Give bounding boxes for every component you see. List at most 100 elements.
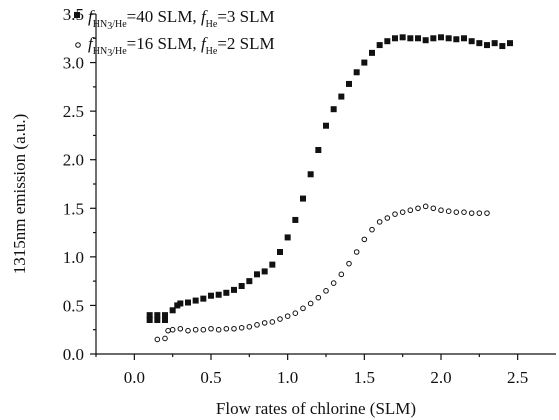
data-point-circle [445, 208, 452, 214]
y-tick-label: 3.5 [63, 5, 84, 24]
data-point-circle [399, 209, 406, 215]
data-point-circle [192, 326, 199, 333]
data-point-square [330, 106, 337, 113]
data-point-square [399, 34, 406, 41]
data-point-circle [484, 210, 490, 216]
data-point-circle [223, 325, 230, 332]
data-point-circle [438, 207, 444, 214]
data-point-circle [361, 236, 368, 243]
data-point-square [185, 299, 191, 306]
data-point-square [361, 59, 368, 66]
data-point-circle [338, 271, 345, 278]
data-point-circle [300, 305, 306, 312]
x-tick-label: 2.5 [507, 368, 528, 387]
x-tick-label: 2.0 [430, 368, 451, 387]
data-point-square [346, 80, 352, 87]
data-point-square [277, 249, 283, 255]
data-point-circle [165, 327, 171, 334]
data-point-circle [269, 319, 276, 325]
data-point-circle [330, 280, 337, 286]
data-point-circle [154, 336, 161, 343]
axes: 0.0 0.5 1.0 1.5 2.0 2.5 0.0 0.5 1.0 1.5 2.0 2.5 3.0 3… [10, 5, 556, 418]
data-point-circle [261, 320, 268, 326]
x-axis-title: Flow rates of chlorine (SLM) [216, 399, 416, 418]
data-point-square [468, 38, 475, 45]
data-point-circle [376, 219, 383, 225]
data-point-square [315, 147, 322, 153]
data-point-square [323, 122, 329, 129]
data-point-circle [284, 313, 291, 319]
x-tick-label: 1.5 [354, 368, 375, 387]
data-point-circle [177, 325, 184, 332]
data-point-square [284, 234, 291, 241]
legend-label-2: fHN3/He=16 SLM, fHe=2 SLM [88, 34, 275, 59]
data-point-square [192, 297, 199, 304]
data-point-square [484, 42, 490, 49]
y-tick-label: 1.0 [63, 248, 84, 267]
data-point-circle [185, 327, 191, 334]
data-point-circle [246, 324, 253, 330]
data-point-square [307, 171, 314, 178]
data-point-square [461, 35, 467, 42]
data-point-square [261, 268, 268, 275]
data-point-circle [453, 209, 460, 215]
data-point-circle [461, 209, 467, 215]
data-point-square [507, 40, 513, 47]
x-tick-label: 1.0 [277, 368, 298, 387]
data-point-square [338, 93, 345, 100]
data-point-square [162, 317, 168, 323]
data-point-circle [468, 210, 475, 216]
data-point-square [415, 35, 421, 42]
data-point-circle [353, 249, 360, 255]
data-point-square [223, 289, 230, 296]
data-point-circle [346, 260, 352, 267]
data-point-square [445, 35, 452, 42]
data-point-circle [292, 310, 299, 317]
data-point-circle [392, 211, 398, 217]
data-point-square [269, 261, 276, 268]
data-point-square [430, 35, 437, 42]
series-1 [146, 34, 513, 323]
data-point-circle [430, 205, 437, 212]
legend: fHN3/He=40 SLM, fHe=3 SLM fHN3/He=16 SLM… [74, 7, 275, 59]
data-point-square [169, 307, 176, 314]
legend-entry-1: fHN3/He=40 SLM, fHe=3 SLM [74, 7, 275, 32]
y-tick-label: 1.5 [63, 199, 84, 218]
data-point-square [177, 300, 184, 307]
data-point-square [146, 317, 153, 323]
data-point-square [292, 216, 299, 223]
data-point-square [208, 292, 214, 299]
series-2 [154, 203, 490, 343]
data-point-circle [369, 226, 375, 233]
data-point-square [384, 38, 391, 45]
legend-marker-circle [75, 42, 81, 48]
data-point-circle [254, 322, 260, 328]
data-point-circle [307, 300, 314, 307]
data-point-circle [238, 324, 245, 331]
data-point-circle [208, 325, 214, 332]
data-point-circle [323, 288, 329, 294]
data-point-square [200, 295, 207, 302]
y-axis-title: 1315nm emission (a.u.) [10, 114, 29, 275]
data-point-square [231, 286, 237, 293]
x-tick-label: 0.0 [124, 368, 145, 387]
data-point-circle [476, 210, 483, 216]
data-point-circle [315, 294, 322, 301]
data-point-circle [162, 335, 168, 342]
data-point-circle [422, 203, 429, 210]
data-point-square [476, 40, 483, 47]
data-point-square [254, 271, 260, 278]
data-point-circle [415, 205, 421, 212]
data-point-square [154, 317, 161, 323]
data-point-square [215, 291, 222, 298]
data-point-square [491, 40, 498, 47]
legend-entry-2: fHN3/He=16 SLM, fHe=2 SLM [75, 34, 275, 59]
data-point-square [438, 34, 444, 41]
y-tick-label: 2.0 [63, 151, 84, 170]
data-point-square [392, 35, 398, 42]
data-point-circle [169, 326, 176, 333]
data-point-square [246, 278, 253, 285]
data-point-square [300, 195, 306, 202]
data-point-square [499, 43, 506, 50]
